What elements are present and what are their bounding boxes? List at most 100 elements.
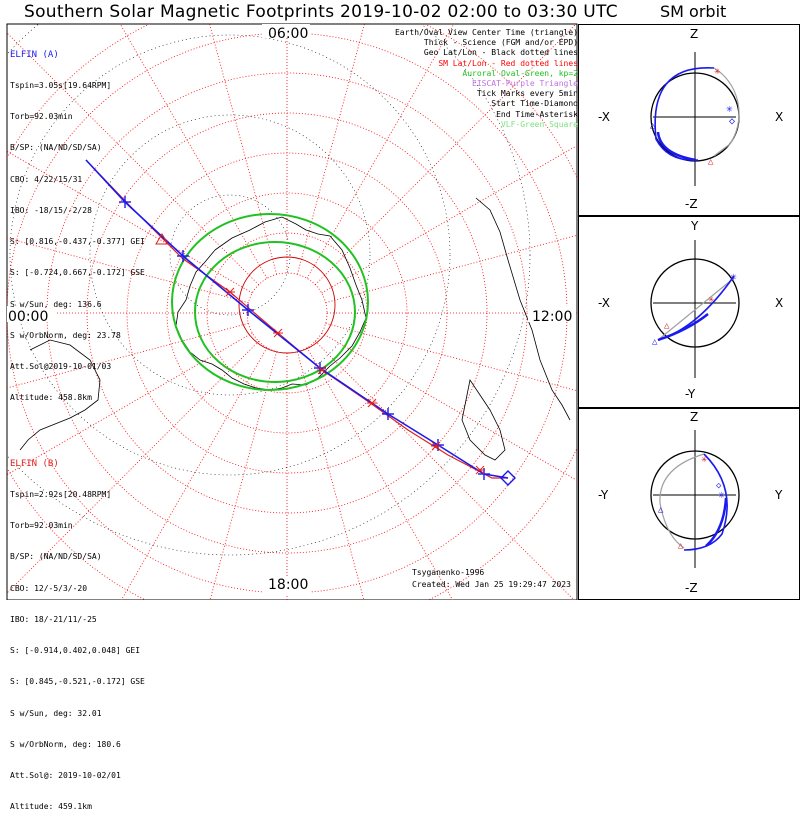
elfin-b-info: ELFIN (B) Tspin=2.92s[20.48RPM] Torb=92.… [10,438,145,823]
elfin-a-line: IBO: -18/15/-2/28 [10,205,92,215]
svg-text:✳: ✳ [708,294,714,305]
svg-text:△: △ [708,157,714,167]
legend-item: Thick - Science (FGM and/or EPD) [423,38,578,48]
axis-label-bottom: -Z [685,197,698,211]
axis-label-right: Y [774,488,783,502]
clock-label-bg-right [528,306,576,322]
elfin-a-line: Torb=92.03min [10,112,73,122]
southern-continent-coastline-left [19,339,101,451]
svg-text:△: △ [650,121,656,131]
sm-meridian [325,322,577,392]
legend-item: SM Lat/Lon - Red dotted lines [438,58,578,68]
elfin-b-line: IBO: 18/-21/11/-25 [10,614,97,624]
map-legend: Earth/Oval View Center Time (triangle) Th… [395,28,578,130]
clock-label-bg-top [262,24,310,38]
geo-grid [7,24,531,556]
elfin-b-line: Torb=92.03min [10,521,73,531]
sm-meridian [7,32,259,285]
sm-meridian [315,341,575,600]
sm-meridian [7,341,259,594]
orbit-panel-xz: ✳ ✳ ◇ △ △ Z -Z -X X [578,24,800,216]
elfin-a-orbit [683,453,728,551]
sm-meridian [7,150,253,294]
start-time-diamond [500,470,516,486]
elfin-b-name: ELFIN (B) [10,458,59,469]
sm-meridian [120,347,268,600]
orbit-panel-xy: ✳ ✳ △ △ Y -Y -X X [578,216,800,408]
elfin-a-line: Att.Sol@2019-10-01/03 [10,362,112,371]
svg-text:✳: ✳ [726,102,733,115]
clock-label-bottom: 18:00 [268,577,308,593]
clock-label-bg-left [7,306,55,322]
svg-text:△: △ [658,505,664,515]
legend-item: Earth/Oval View Center Time (triangle) [394,28,578,37]
auroral-oval-outer [171,213,369,391]
elfin-a-orbit-thick [657,313,709,342]
elfin-b-orbit [713,67,740,157]
elfin-b-line: Att.Sol@: 2019-10-02/01 [10,771,121,780]
elfin-a-info: ELFIN (A) Tspin=3.05s[19.64RPM] Torb=92.… [10,29,145,414]
svg-text:△: △ [652,337,658,347]
view-center-triangle [155,233,169,245]
sm-meridian [306,24,455,279]
sm-meridian [119,24,268,279]
axis-label-top: Y [690,219,699,233]
axis-label-right: X [775,296,783,310]
legend-item: EISCAT-Purple Triangle [472,79,578,89]
svg-text:△: △ [678,541,684,551]
sm-meridian [315,24,577,285]
clock-label-top: 06:00 [268,26,308,42]
legend-item: Start Time-Diamond [491,99,578,109]
axis-label-top: Z [690,27,698,41]
axis-label-left: -Y [598,488,609,502]
elfin-a-line: S: [-0.724,0.667,-0.172] GSE [10,268,145,278]
elfin-b-line: S w/Sun, deg: 32.01 [10,708,102,718]
model-name: Tsyganenko-1996 [412,568,485,577]
page-title: Southern Solar Magnetic Footprints 2019-… [24,2,618,22]
sm-meridian [325,234,577,304]
elfin-b-tick-marks [225,287,485,475]
sm-lon-grid [7,24,577,600]
axis-label-bottom: -Y [685,387,696,401]
elfin-b-orbit [657,277,735,341]
sm-pole-circle [238,256,336,354]
sm-meridian [209,24,278,275]
elfin-a-line: S w/Sun, deg: 136.6 [10,299,102,309]
axis-label-top: Z [690,410,698,424]
svg-text:✳: ✳ [718,488,725,501]
sm-meridian [306,347,454,600]
elfin-b-line: B/SP: (NA/ND/SD/SA) [10,552,102,562]
elfin-a-name: ELFIN (A) [10,49,59,60]
legend-item: Geo Lat/Lon - Black dotted lines [423,48,578,58]
sm-meridian [321,145,577,294]
elfin-a-line: B/SP: (NA/ND/SD/SA) [10,143,102,153]
elfin-b-orbit [659,453,705,549]
created-timestamp: Created: Wed Jan 25 19:29:47 2023 [412,580,571,589]
elfin-a-orbit-thick [705,497,728,547]
earth-outline [650,258,740,348]
elfin-a-line: S: [0.816,-0.437,-0.377] GEI [10,237,145,247]
elfin-b-line: S w/OrbNorm, deg: 180.6 [10,739,121,749]
axis-label-left: -X [598,110,610,124]
southern-continent-coastline-right [461,197,571,461]
elfin-b-line: S: [0.845,-0.521,-0.172] GSE [10,677,145,687]
svg-text:✳: ✳ [701,454,707,465]
axis-label-right: X [775,110,783,124]
elfin-b-line: CBO: 12/-5/3/-20 [10,583,88,593]
auroral-oval-inner [194,241,356,383]
legend-item: Auroral Oval-Green, kp=2 [462,68,578,78]
clock-label-bg-bottom [262,576,310,594]
orbit-panel-title: SM orbit [660,2,727,21]
elfin-a-line: CBO: 4/22/15/31 [10,174,83,184]
polar-footprint-map: 06:00 00:00 12:00 18:00 [6,23,578,600]
elfin-b-line: S: [-0.914,0.402,0.048] GEI [10,646,141,656]
sm-meridian [296,351,365,600]
legend-item: Tick Marks every 5min [476,89,578,99]
svg-text:◇: ◇ [716,481,722,491]
elfin-a-line: S w/OrbNorm, deg: 23.78 [10,330,121,340]
sm-meridian [7,322,249,389]
elfin-a-orbit [654,67,715,161]
elfin-a-line: Altitude: 458.8km [10,393,92,403]
legend-item: VLF-Green Square [500,119,578,129]
sm-meridian [296,24,365,275]
